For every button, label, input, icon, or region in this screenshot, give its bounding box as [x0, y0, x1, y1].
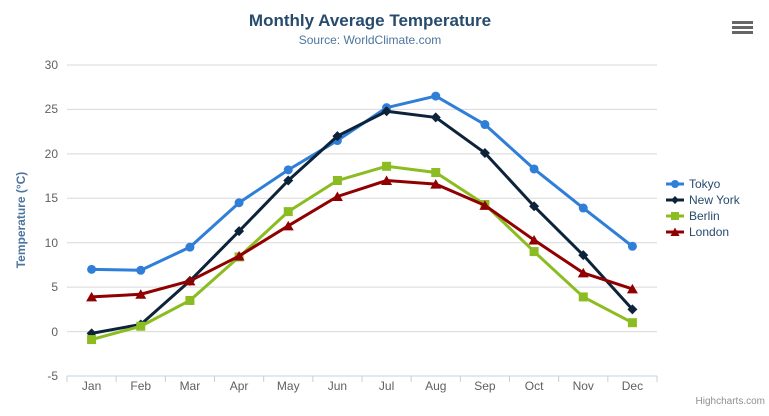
- data-point-berlin[interactable]: [283, 207, 293, 217]
- data-point-new-york[interactable]: [332, 131, 343, 142]
- export-menu-button[interactable]: [728, 17, 756, 37]
- x-tick-label: Jun: [327, 379, 348, 393]
- legend-item-new-york[interactable]: New York: [666, 192, 740, 208]
- x-tick-label: Jul: [378, 379, 395, 393]
- data-point-berlin[interactable]: [627, 318, 637, 328]
- data-point-berlin[interactable]: [382, 161, 392, 171]
- data-point-berlin[interactable]: [185, 295, 195, 305]
- legend-label: Berlin: [689, 209, 720, 223]
- chart-subtitle: Source: WorldClimate.com: [298, 33, 442, 47]
- data-point-new-york[interactable]: [627, 304, 638, 315]
- data-point-tokyo[interactable]: [431, 91, 441, 101]
- data-point-new-york[interactable]: [430, 112, 441, 123]
- hamburger-icon: [731, 25, 753, 29]
- data-point-new-york[interactable]: [283, 175, 294, 186]
- square-legend-icon: [666, 212, 684, 220]
- data-point-london[interactable]: [86, 291, 98, 302]
- legend-item-tokyo[interactable]: Tokyo: [666, 176, 740, 192]
- triangle-legend-icon: [666, 227, 684, 236]
- data-point-berlin[interactable]: [578, 292, 588, 302]
- legend: Tokyo New York Berlin London: [666, 176, 740, 240]
- credits-link[interactable]: Highcharts.com: [695, 396, 765, 407]
- data-point-london[interactable]: [135, 289, 147, 299]
- x-tick-label: Feb: [130, 379, 152, 393]
- y-tick-label: 10: [44, 235, 58, 250]
- x-tick-label: Nov: [572, 379, 594, 393]
- data-point-tokyo[interactable]: [578, 203, 588, 213]
- data-point-tokyo[interactable]: [627, 241, 637, 251]
- data-point-berlin[interactable]: [529, 247, 539, 257]
- data-point-london[interactable]: [577, 267, 589, 278]
- data-point-berlin[interactable]: [431, 168, 441, 178]
- data-point-london[interactable]: [184, 275, 196, 286]
- x-tick-label: Dec: [621, 379, 644, 393]
- data-point-new-york[interactable]: [529, 201, 540, 212]
- x-tick-label: May: [276, 379, 300, 393]
- data-point-london[interactable]: [626, 283, 638, 294]
- y-tick-label: 25: [44, 102, 58, 117]
- x-tick-label: Mar: [179, 379, 201, 393]
- y-tick-label: -5: [47, 369, 58, 383]
- y-tick-label: 0: [51, 324, 58, 339]
- x-tick-label: Oct: [524, 379, 544, 393]
- hamburger-icon: [731, 30, 753, 34]
- series-line-london[interactable]: [90, 179, 634, 299]
- y-tick-label: 20: [44, 146, 58, 161]
- legend-label: Tokyo: [689, 177, 721, 191]
- data-point-new-york[interactable]: [234, 226, 245, 237]
- x-tick-label: Jan: [81, 379, 102, 393]
- data-point-new-york[interactable]: [479, 147, 490, 158]
- legend-item-berlin[interactable]: Berlin: [666, 208, 740, 224]
- data-point-tokyo[interactable]: [283, 165, 293, 175]
- x-tick-label: Aug: [425, 379, 447, 393]
- data-point-london[interactable]: [331, 191, 343, 202]
- data-point-new-york[interactable]: [381, 106, 392, 117]
- data-point-london[interactable]: [528, 235, 540, 245]
- data-point-new-york[interactable]: [578, 250, 589, 261]
- data-point-london[interactable]: [430, 179, 442, 189]
- data-point-tokyo[interactable]: [529, 164, 539, 174]
- y-tick-label: 5: [51, 280, 58, 295]
- legend-label: New York: [689, 193, 740, 207]
- data-point-berlin[interactable]: [87, 335, 97, 345]
- data-point-berlin[interactable]: [136, 321, 146, 331]
- data-point-tokyo[interactable]: [480, 120, 490, 130]
- data-point-tokyo[interactable]: [87, 264, 97, 274]
- data-point-tokyo[interactable]: [136, 265, 146, 275]
- circle-legend-icon: [666, 180, 684, 188]
- x-tick-label: Apr: [229, 379, 249, 393]
- diamond-legend-icon: [666, 196, 684, 204]
- legend-label: London: [689, 225, 730, 239]
- data-point-berlin[interactable]: [332, 176, 342, 186]
- legend-item-london[interactable]: London: [666, 224, 740, 240]
- y-tick-label: 15: [44, 191, 58, 206]
- chart-title: Monthly Average Temperature: [248, 11, 492, 30]
- data-point-london[interactable]: [479, 200, 491, 210]
- y-tick-label: 30: [44, 58, 58, 72]
- series-line-berlin[interactable]: [90, 164, 634, 342]
- hamburger-icon: [731, 20, 753, 24]
- data-point-london[interactable]: [381, 175, 393, 186]
- data-point-tokyo[interactable]: [185, 242, 195, 252]
- series-line-new-york[interactable]: [90, 109, 634, 335]
- data-point-tokyo[interactable]: [234, 198, 244, 208]
- data-point-london[interactable]: [233, 251, 245, 261]
- data-point-london[interactable]: [282, 220, 294, 231]
- x-tick-label: Sep: [474, 379, 496, 393]
